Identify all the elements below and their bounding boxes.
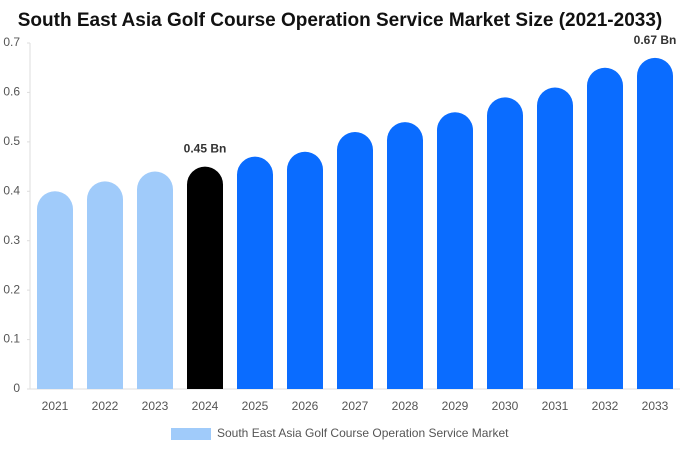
- x-tick-label: 2027: [342, 399, 369, 413]
- value-label: 0.45 Bn: [184, 142, 227, 156]
- value-label: 0.67 Bn: [634, 33, 677, 47]
- y-tick-label: 0.3: [3, 233, 20, 247]
- bar: [37, 191, 73, 389]
- x-tick-label: 2021: [42, 399, 69, 413]
- x-tick-label: 2029: [442, 399, 469, 413]
- y-tick-label: 0.4: [3, 183, 20, 197]
- y-tick-label: 0.2: [3, 282, 20, 296]
- y-tick-label: 0.7: [3, 35, 20, 49]
- bar: [637, 57, 673, 389]
- legend-label: South East Asia Golf Course Operation Se…: [217, 426, 509, 440]
- bar: [587, 67, 623, 389]
- y-tick-label: 0.6: [3, 85, 20, 99]
- x-tick-label: 2024: [192, 399, 219, 413]
- x-tick-label: 2025: [242, 399, 269, 413]
- x-tick-label: 2022: [92, 399, 119, 413]
- bar: [137, 171, 173, 389]
- bar: [287, 151, 323, 389]
- bar: [187, 166, 223, 389]
- y-tick-label: 0.1: [3, 332, 20, 346]
- bar: [337, 131, 373, 389]
- x-tick-label: 2023: [142, 399, 169, 413]
- x-tick-label: 2028: [392, 399, 419, 413]
- bar: [237, 156, 273, 389]
- y-tick-label: 0: [13, 381, 20, 395]
- legend-swatch: [171, 428, 211, 440]
- y-tick-label: 0.5: [3, 134, 20, 148]
- x-tick-label: 2031: [542, 399, 569, 413]
- bar: [487, 97, 523, 389]
- x-tick-label: 2033: [642, 399, 669, 413]
- x-tick-label: 2032: [592, 399, 619, 413]
- bar: [387, 122, 423, 390]
- x-tick-label: 2026: [292, 399, 319, 413]
- bar: [437, 112, 473, 389]
- chart-title: South East Asia Golf Course Operation Se…: [18, 10, 662, 31]
- bar: [537, 87, 573, 389]
- bar: [87, 181, 123, 389]
- x-tick-label: 2030: [492, 399, 519, 413]
